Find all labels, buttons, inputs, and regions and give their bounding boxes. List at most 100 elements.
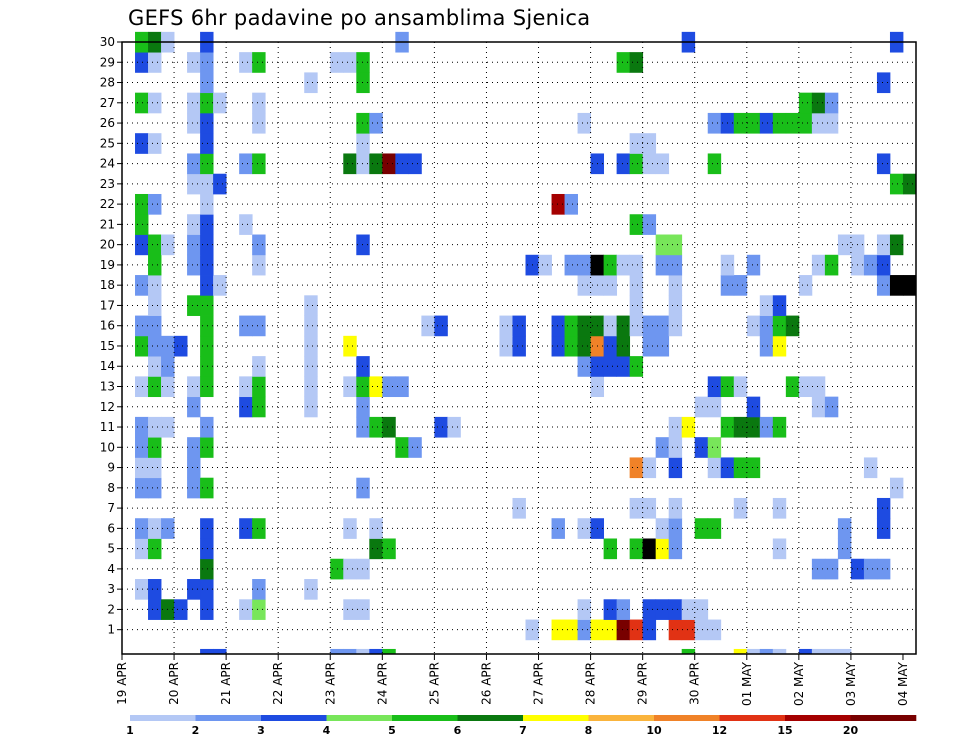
y-tick-label: 1 [107, 623, 115, 637]
heatmap-cell [746, 315, 761, 337]
heatmap-cell [252, 376, 266, 398]
heatmap-cell [135, 92, 149, 114]
heatmap-cell [798, 376, 813, 398]
heatmap-cell [902, 173, 917, 195]
heatmap-cell [187, 214, 201, 235]
heatmap-cell [213, 275, 227, 296]
heatmap-cell [200, 92, 214, 114]
heatmap-cell [148, 518, 162, 539]
heatmap-cell [577, 518, 591, 539]
heatmap-cell [135, 193, 149, 215]
heatmap-cell [629, 457, 644, 479]
heatmap-cell [200, 133, 214, 154]
heatmap-cell [252, 52, 266, 73]
heatmap-cell [707, 437, 722, 458]
heatmap-cell [187, 52, 201, 73]
heatmap-cell [629, 153, 644, 175]
heatmap-cell [382, 376, 396, 398]
heatmap-cell [148, 538, 162, 560]
heatmap-cell [577, 275, 591, 296]
colorbar: 1 2 3 4 5 6 7 8 10 12 15 20 [126, 715, 917, 737]
heatmap-cell [200, 315, 214, 337]
heatmap-cell [200, 579, 214, 600]
heatmap-cell [200, 376, 214, 398]
heatmap-cell [694, 599, 709, 620]
heatmap-cell [252, 234, 266, 256]
heatmap-cell [707, 376, 722, 398]
heatmap-cell [668, 234, 683, 256]
colorbar-swatch [588, 715, 655, 721]
heatmap-cell [889, 173, 904, 195]
y-tick-label: 20 [100, 238, 115, 252]
heatmap-cell [889, 477, 904, 499]
heatmap-cell [356, 416, 370, 438]
x-tick-label: 21 APR [219, 662, 233, 705]
heatmap-cell [603, 275, 618, 296]
heatmap-cell [629, 275, 644, 296]
heatmap-cell [889, 275, 904, 296]
heatmap-cell [200, 214, 214, 235]
x-tick-label: 03 MAY [844, 661, 858, 706]
heatmap-cell [356, 396, 370, 418]
colorbar-tick-label: 2 [192, 724, 200, 737]
heatmap-cell [772, 497, 787, 519]
heatmap-cell [603, 356, 618, 377]
colorbar-tick-label: 4 [323, 724, 331, 737]
heatmap-cell [746, 112, 761, 134]
heatmap-cell [421, 315, 435, 337]
heatmap-cell [603, 254, 618, 276]
heatmap-cell [876, 254, 891, 276]
x-tick-label: 29 APR [636, 662, 650, 705]
heatmap-cell [356, 234, 370, 256]
heatmap-cell [135, 538, 149, 560]
heatmap-cell [642, 599, 657, 620]
y-tick-label: 28 [100, 76, 115, 90]
x-tick-label: 26 APR [479, 662, 493, 705]
heatmap-cell [733, 376, 748, 398]
heatmap-cell [876, 234, 891, 256]
x-tick-label: 30 APR [688, 662, 702, 705]
heatmap-cell [733, 112, 748, 134]
heatmap-cell [499, 315, 513, 337]
heatmap-cell [252, 112, 266, 134]
heatmap-cell [668, 315, 683, 337]
heatmap-cell [200, 538, 214, 560]
heatmap-cell [252, 315, 266, 337]
x-axis-ticks: 19 APR 20 APR 21 APR 22 APR 23 APR 24 APR 25 A… [115, 654, 910, 706]
heatmap-cell [811, 648, 826, 654]
heatmap-cell [629, 214, 644, 235]
heatmap-cell [187, 457, 201, 479]
heatmap-cell [200, 437, 214, 458]
heatmap-cell [733, 648, 748, 654]
y-tick-label: 21 [100, 217, 115, 231]
heatmap-cell [135, 52, 149, 73]
heatmap-cell [148, 416, 162, 438]
heatmap-cell [759, 112, 774, 134]
heatmap-cell [343, 153, 357, 175]
heatmap-cell [603, 335, 618, 357]
heatmap-cell [551, 315, 565, 337]
y-tick-label: 26 [100, 116, 115, 130]
colorbar-swatch [326, 715, 393, 721]
heatmap-cell [135, 234, 149, 256]
heatmap-cell [356, 52, 370, 73]
heatmap-cell [356, 153, 370, 175]
heatmap-cell [798, 92, 813, 114]
colorbar-tick-label: 10 [646, 724, 662, 737]
heatmap-cell [811, 92, 826, 114]
heatmap-cell [304, 335, 318, 357]
heatmap-cell [642, 214, 657, 235]
heatmap-cell [642, 538, 657, 560]
heatmap-cell [408, 153, 422, 175]
heatmap-cell [577, 315, 591, 337]
x-tick-label: 27 APR [532, 662, 546, 705]
heatmap-cell [824, 92, 839, 114]
heatmap-cell [772, 416, 787, 438]
heatmap-cell [200, 275, 214, 296]
heatmap-cell [135, 133, 149, 154]
x-tick-label: 20 APR [167, 662, 181, 705]
colorbar-swatch [392, 715, 458, 721]
heatmap-cell [200, 518, 214, 539]
heatmap-cell [239, 315, 253, 337]
heatmap-cell [356, 376, 370, 398]
